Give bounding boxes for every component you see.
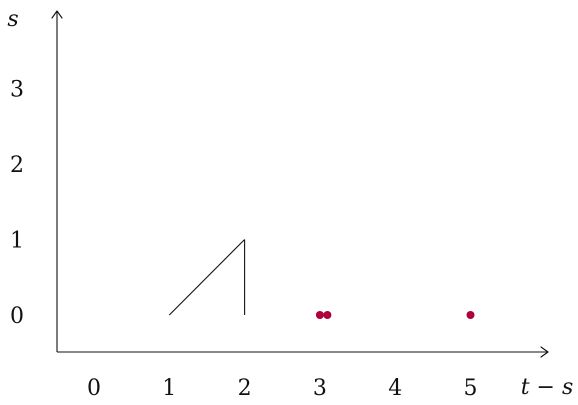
data-point: [466, 311, 475, 319]
y-axis-title: s: [7, 7, 18, 32]
x-axis-arrowhead: [540, 346, 549, 358]
x-tick-label: 4: [388, 376, 402, 401]
x-tick-labels: 0 1 2 3 4 5: [87, 376, 478, 401]
y-tick-labels: 0 1 2 3: [10, 78, 24, 330]
y-tick-label: 2: [10, 153, 24, 178]
line-segment: [168, 239, 245, 316]
x-tick-label: 3: [313, 376, 327, 401]
y-tick-label: 1: [10, 229, 24, 254]
line-segments: [168, 239, 246, 316]
y-tick-label: 0: [10, 304, 24, 329]
y-tick-label: 3: [10, 78, 24, 103]
y-axis-arrowhead: [51, 10, 63, 19]
x-tick-label: 1: [162, 376, 176, 401]
x-tick-label: 5: [464, 376, 478, 401]
x-tick-label: 2: [238, 376, 252, 401]
data-points: [315, 311, 475, 319]
data-point: [315, 311, 324, 319]
x-tick-label: 0: [87, 376, 101, 401]
x-axis-title: t − s: [521, 375, 574, 400]
data-point: [323, 311, 332, 319]
